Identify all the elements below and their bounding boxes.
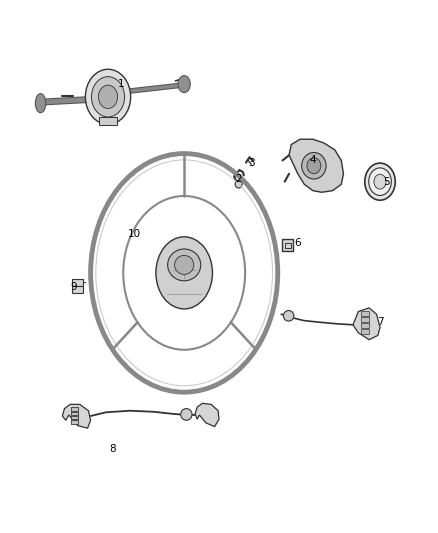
Text: 10: 10 [127,229,141,239]
Text: 1: 1 [118,78,124,88]
Bar [361,317,369,322]
Ellipse shape [178,76,190,93]
Ellipse shape [35,94,46,113]
Text: 5: 5 [383,176,390,187]
Bar [361,311,369,316]
Text: 9: 9 [70,281,77,292]
Text: 2: 2 [235,174,242,184]
Ellipse shape [235,181,242,188]
Bar [361,324,369,328]
Ellipse shape [365,163,395,200]
Ellipse shape [302,152,326,179]
Bar [71,407,78,411]
Bar [71,420,78,424]
Bar [99,117,117,125]
Text: 7: 7 [377,317,383,327]
Text: 4: 4 [309,156,316,165]
Bar [71,411,78,415]
Polygon shape [62,405,91,428]
Ellipse shape [369,168,391,196]
Text: 3: 3 [248,158,255,168]
Bar [285,243,290,248]
Bar [71,416,78,419]
Bar [71,420,78,424]
Bar [71,411,78,415]
Ellipse shape [175,255,194,274]
Ellipse shape [283,311,294,321]
Ellipse shape [92,77,124,117]
Text: 8: 8 [109,445,116,455]
Bar [282,239,293,251]
Ellipse shape [181,409,192,420]
Ellipse shape [156,237,212,309]
Bar [72,286,83,293]
Bar [71,407,78,411]
Bar [361,329,369,334]
Ellipse shape [307,158,321,174]
Ellipse shape [85,69,131,124]
Ellipse shape [99,85,117,109]
Ellipse shape [168,249,201,281]
Polygon shape [289,139,343,192]
Polygon shape [353,308,380,340]
Ellipse shape [374,174,386,189]
Bar [71,416,78,419]
Text: 6: 6 [294,238,300,248]
Polygon shape [195,403,219,426]
Bar [72,279,83,286]
